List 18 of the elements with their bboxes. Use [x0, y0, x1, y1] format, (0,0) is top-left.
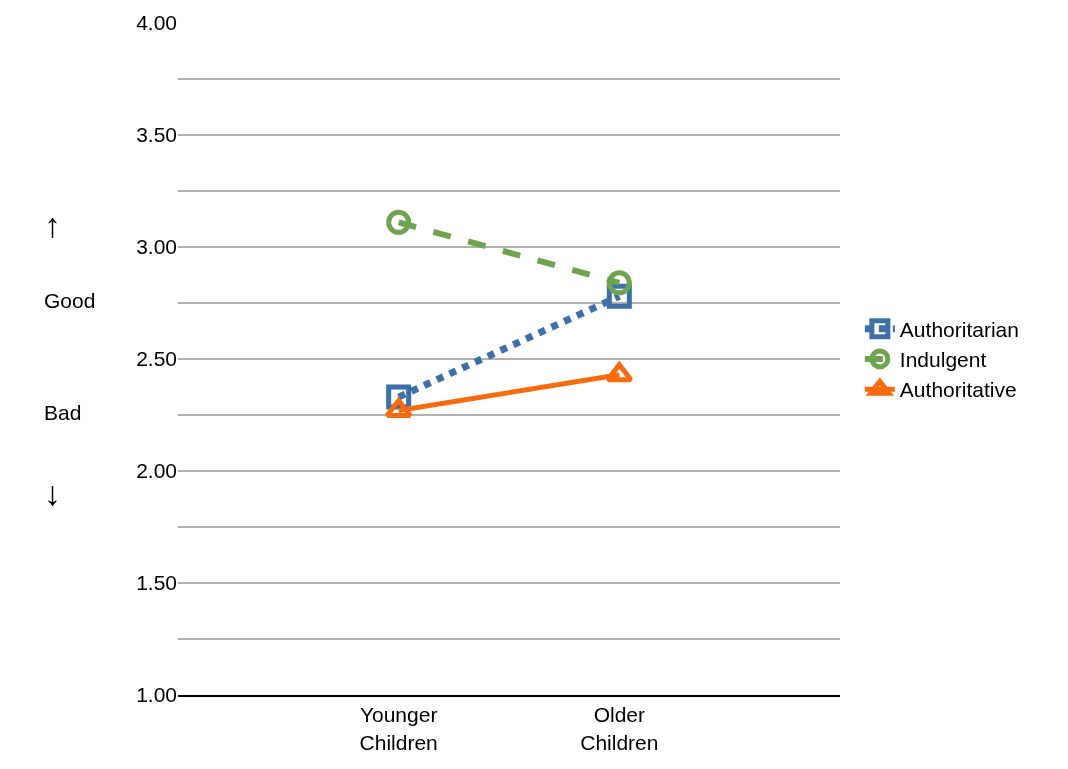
- y-tick-label: 3.00: [136, 235, 177, 259]
- y-tick-label: 3.50: [136, 123, 177, 147]
- legend-label: Authoritative: [899, 378, 1017, 402]
- legend-label: Authoritarian: [899, 317, 1019, 341]
- point: [386, 209, 412, 235]
- y-tick-label: 2.00: [136, 459, 177, 483]
- text: Good: [44, 289, 96, 312]
- point: [606, 270, 632, 296]
- text: Bad: [44, 401, 82, 424]
- x-tick-label: Older Children: [580, 703, 659, 754]
- text: ↑: [44, 206, 61, 244]
- text: ↓: [44, 474, 61, 512]
- y-tick-label: 4.00: [136, 11, 177, 35]
- y-tick-label: 2.50: [136, 347, 177, 371]
- y-tick-label: 1.50: [136, 571, 177, 595]
- legend-label: Indulgent: [899, 348, 987, 372]
- y-tick-label: 1.00: [136, 683, 177, 707]
- x-tick-label: Younger Children: [359, 703, 438, 754]
